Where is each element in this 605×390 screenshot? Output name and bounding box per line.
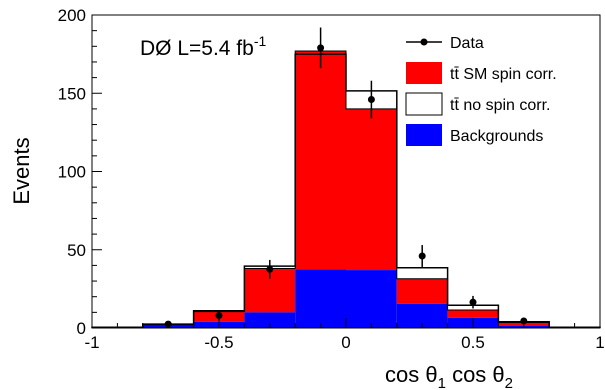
bar-sm-spin-corr [396,278,448,304]
y-tick-label: 50 [67,241,86,260]
y-axis-title: Events [9,137,34,204]
legend: Data tt̄ SM spin corr. tt̄ no spin corr.… [405,35,557,146]
y-tick-label: 150 [58,84,86,103]
x-tick-label: 1 [595,333,604,352]
x-tick-label: 0.5 [461,333,485,352]
y-tick-label: 200 [58,6,86,25]
bar-backgrounds [244,312,296,328]
x-tick-label: 0 [341,333,350,352]
legend-item-backgrounds: Backgrounds [406,124,543,146]
bar-backgrounds [346,270,397,328]
legend-item-data: Data [406,35,484,52]
y-tick-label: 0 [77,319,86,338]
axis-ticks: -1 -0.5 0 0.5 1 0 50 100 150 200 [58,6,605,352]
luminosity-annotation: DØ L=5.4 fb-1 [140,33,266,60]
x-tick-label: -0.5 [204,333,233,352]
legend-label-no-spin-corr: tt̄ no spin corr. [450,97,551,114]
data-point [418,252,426,260]
legend-swatch-sm-spin-corr [406,62,442,84]
legend-data-marker [420,38,428,46]
legend-swatch-no-spin-corr [405,92,443,116]
bar-backgrounds [295,269,346,328]
legend-label-sm-spin-corr: tt̄ SM spin corr. [450,66,557,83]
x-tick-label: -1 [84,333,99,352]
x-axis-title: cos θ1 cos θ2 [385,362,513,390]
data-point [469,298,477,306]
y-tick-label: 100 [58,163,86,182]
data-point [520,317,528,325]
data-point [317,44,325,52]
data-point [215,311,223,319]
data-point [367,96,375,104]
legend-label-backgrounds: Backgrounds [450,128,543,145]
bar-sm-spin-corr [295,50,346,270]
bar-sm-spin-corr [447,310,499,318]
legend-swatch-backgrounds [406,124,442,146]
legend-label-data: Data [450,35,484,52]
bar-sm-spin-corr [346,108,397,271]
legend-item-no-spin-corr: tt̄ no spin corr. [405,92,551,116]
legend-item-sm-spin-corr: tt̄ SM spin corr. [406,62,557,84]
data-point [266,265,274,273]
